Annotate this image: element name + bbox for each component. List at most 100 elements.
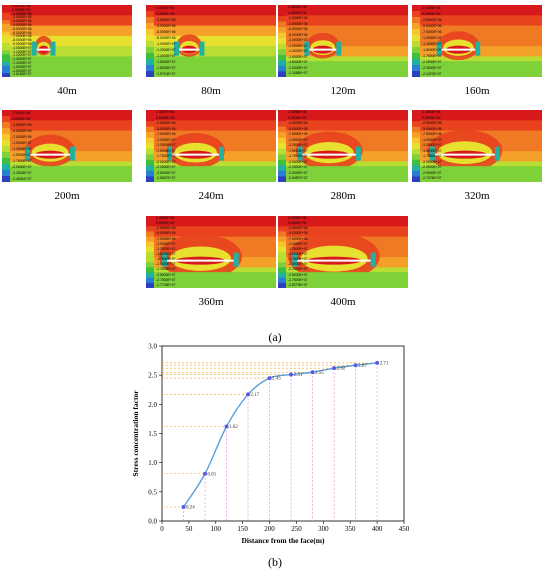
legend-value: -2.0000E+06: [156, 18, 176, 22]
data-point: [224, 424, 229, 429]
legend-value: -1.6000E+07: [288, 54, 308, 59]
legend-value: 0.0000E+00: [288, 221, 307, 226]
legend-value: -1.5000E+07: [156, 251, 176, 256]
legend-value: -7.5000E+06: [156, 236, 176, 241]
legend-value: -1.2500E+07: [288, 143, 308, 148]
legend-value: -1.0000E+07: [422, 137, 442, 142]
contour-legend: 2.4000E+06 0.0000E+00 -2.5000E+06 -5.0000E+…: [288, 216, 328, 288]
legend-value: -5.0000E+06: [156, 126, 176, 131]
legend-value: 0.0000E+00: [156, 115, 175, 120]
contour-legend: 2.4000E+06 0.0000E+00 -2.5000E+06 -5.0000E+…: [422, 110, 462, 182]
legend-value: 2.4000E+06: [422, 110, 441, 114]
legend-value: 2.4000E+06: [156, 216, 175, 220]
legend-value: -6.0000E+06: [156, 30, 176, 34]
legend-value: -7.5000E+06: [12, 135, 32, 139]
contour-legend: 2.3897E+06 0.0000E+00 -2.5000E+06 -5.0000E+…: [156, 110, 196, 182]
legend-value: -7.5000E+06: [288, 132, 308, 137]
y-tick-label: 0.5: [148, 488, 157, 496]
legend-value: 2.3998E+06: [288, 110, 307, 114]
legend-value: -2.2500E+07: [288, 165, 308, 170]
data-label: 2.55: [315, 371, 324, 376]
legend-value: -2.5567E+07: [156, 176, 176, 181]
legend-value: -1.2000E+07: [288, 43, 308, 48]
legend-value: 2.3897E+06: [156, 110, 175, 114]
legend-value: 0.0000E+00: [422, 115, 441, 120]
legend-value: -2.5000E+07: [156, 170, 176, 175]
y-tick-label: 0.0: [148, 518, 157, 526]
contour-caption: 40m: [57, 85, 77, 97]
x-axis-label: Distance from the face(m): [242, 536, 325, 545]
contour-legend: 1.6913E+06 0.0000E+00 -2.0000E+06 -4.0000E+…: [156, 5, 196, 77]
stress-chart: 0.24 0.81 1.62 2.17 2.45 2.51 2.55 2.62 2.67 2.71…: [130, 340, 420, 555]
contour-caption: 280m: [330, 190, 356, 202]
legend-value: -5.0000E+06: [12, 26, 32, 31]
legend-value: 2.1453E+06: [422, 6, 441, 10]
legend-value: -1.4000E+07: [156, 54, 176, 58]
legend-value: -1.0000E+07: [156, 42, 176, 46]
panel-a-label: (a): [268, 330, 282, 344]
legend-value: -2.7500E+07: [288, 277, 308, 282]
legend-value: -1.2500E+07: [422, 143, 442, 148]
data-label: 2.62: [337, 367, 346, 372]
legend-value: -2.4631E+07: [12, 177, 32, 181]
legend-value: -1.0000E+07: [288, 241, 308, 246]
contour-legend: 1.6674E+06 0.0000E+00 -1.0000E+06 -2.0000E+…: [12, 5, 52, 77]
legend-value: -2.5000E+07: [422, 170, 442, 175]
legend-value: -2.7075E+07: [422, 176, 442, 181]
legend-value: -2.5000E+06: [156, 226, 176, 231]
data-label: 2.67: [358, 364, 367, 369]
legend-value: -2.2500E+07: [422, 66, 442, 70]
contour-caption: 360m: [198, 296, 224, 308]
legend-value: -1.0000E+07: [12, 45, 32, 50]
contour-caption: 160m: [464, 85, 490, 97]
legend-value: -1.5000E+07: [288, 251, 308, 256]
legend-value: -1.2500E+07: [288, 246, 308, 251]
legend-value: -1.2500E+07: [156, 143, 176, 148]
legend-value: -4.0000E+06: [288, 21, 308, 26]
legend-value: -5.0000E+06: [12, 129, 32, 133]
legend-value: -5.0000E+06: [422, 126, 442, 131]
legend-value: -1.7500E+07: [422, 54, 442, 58]
legend-value: -8.0000E+06: [12, 38, 32, 43]
legend-value: -6.0000E+06: [288, 27, 308, 32]
contour-legend: 2.4000E+06 0.0000E+00 -2.5000E+06 -5.0000E+…: [156, 216, 196, 288]
legend-value: 1.6674E+06: [12, 5, 31, 8]
legend-value: 0.0000E+00: [12, 117, 31, 121]
legend-value: -2.7500E+07: [156, 277, 176, 282]
panel-b-label: (b): [268, 555, 282, 569]
legend-value: -1.2500E+07: [422, 42, 442, 46]
legend-value: 0.0000E+00: [12, 7, 31, 12]
legend-value: -1.7500E+07: [288, 154, 308, 159]
legend-value: -1.7500E+07: [156, 154, 176, 159]
legend-value: -2.0000E+07: [422, 159, 442, 164]
contour-legend: 2.1453E+06 0.0000E+00 -2.5000E+06 -5.0000E+…: [422, 5, 462, 77]
legend-value: -1.0000E+06: [12, 11, 32, 16]
legend-value: -1.0000E+07: [288, 38, 308, 43]
legend-value: -2.1086E+07: [288, 71, 308, 76]
legend-value: -2.5000E+07: [288, 272, 308, 277]
legend-value: 2.4000E+06: [288, 216, 307, 220]
legend-value: -1.5000E+07: [422, 148, 442, 153]
legend-value: -9.0000E+06: [12, 41, 32, 46]
contour-caption: 80m: [201, 85, 221, 97]
legend-value: -1.1000E+07: [12, 49, 32, 54]
legend-value: -1.9710E+07: [156, 72, 176, 76]
legend-value: -1.0000E+07: [156, 137, 176, 142]
legend-value: -5.0000E+06: [288, 126, 308, 131]
y-tick-label: 2.5: [148, 372, 157, 380]
legend-value: -1.2500E+07: [156, 246, 176, 251]
legend-value: -2.5000E+06: [288, 121, 308, 126]
data-label: 0.24: [186, 506, 195, 511]
legend-value: 1.8831E+06: [288, 5, 307, 9]
legend-value: -1.7500E+07: [12, 159, 32, 163]
data-point: [310, 370, 315, 375]
legend-value: -1.5000E+07: [156, 148, 176, 153]
legend-value: 0.0000E+00: [288, 10, 307, 15]
legend-value: 0.0000E+00: [422, 12, 441, 16]
x-tick-label: 0: [160, 525, 164, 533]
legend-value: -2.5000E+07: [288, 170, 308, 175]
legend-value: 2.3443E+06: [12, 111, 31, 115]
legend-value: -1.8000E+07: [288, 60, 308, 65]
contour-caption: 120m: [330, 85, 356, 97]
legend-value: -1.5000E+07: [12, 153, 32, 157]
